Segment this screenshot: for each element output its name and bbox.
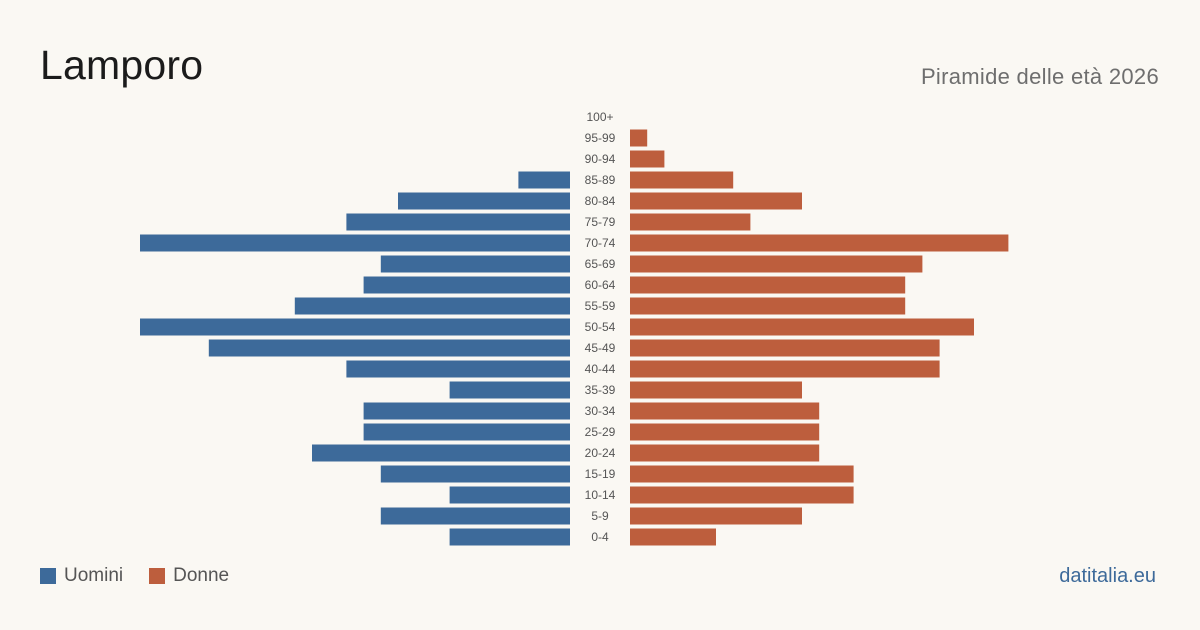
bar-female-25-29 — [630, 423, 820, 441]
age-label-100plus: 100+ — [586, 110, 613, 124]
bar-male-25-29 — [363, 423, 570, 441]
age-label-10-14: 10-14 — [585, 488, 616, 502]
bar-male-0-4 — [449, 528, 570, 546]
bar-female-0-4 — [630, 528, 716, 546]
bar-male-60-64 — [363, 276, 570, 294]
age-label-25-29: 25-29 — [585, 425, 616, 439]
age-label-85-89: 85-89 — [585, 173, 616, 187]
bar-female-85-89 — [630, 171, 734, 189]
bar-female-20-24 — [630, 444, 820, 462]
bar-female-10-14 — [630, 486, 854, 504]
legend-swatch-male — [40, 568, 56, 584]
bar-male-85-89 — [518, 171, 570, 189]
age-label-35-39: 35-39 — [585, 383, 616, 397]
bar-male-65-69 — [380, 255, 570, 273]
bar-male-55-59 — [294, 297, 570, 315]
age-label-15-19: 15-19 — [585, 467, 616, 481]
age-label-65-69: 65-69 — [585, 257, 616, 271]
legend-label-female: Donne — [173, 565, 230, 586]
bar-male-5-9 — [380, 507, 570, 525]
bar-male-70-74 — [140, 234, 570, 252]
age-label-75-79: 75-79 — [585, 215, 616, 229]
bar-male-15-19 — [380, 465, 570, 483]
age-label-20-24: 20-24 — [585, 446, 616, 460]
age-label-40-44: 40-44 — [585, 362, 616, 376]
bar-female-35-39 — [630, 381, 802, 399]
bar-female-90-94 — [630, 150, 665, 168]
age-label-45-49: 45-49 — [585, 341, 616, 355]
bar-male-30-34 — [363, 402, 570, 420]
bar-female-5-9 — [630, 507, 802, 525]
age-label-0-4: 0-4 — [591, 530, 609, 544]
bar-male-80-84 — [398, 192, 570, 210]
bar-female-60-64 — [630, 276, 906, 294]
legend-item-female: Donne — [149, 565, 229, 587]
bar-male-20-24 — [312, 444, 570, 462]
legend-label-male: Uomini — [64, 565, 124, 586]
bar-female-70-74 — [630, 234, 1009, 252]
bar-male-35-39 — [449, 381, 570, 399]
bar-female-45-49 — [630, 339, 940, 357]
chart-title: Lamporo — [40, 42, 204, 88]
bar-female-15-19 — [630, 465, 854, 483]
bar-female-30-34 — [630, 402, 820, 420]
bar-female-55-59 — [630, 297, 906, 315]
age-label-70-74: 70-74 — [585, 236, 616, 250]
bar-male-50-54 — [140, 318, 570, 336]
age-label-95-99: 95-99 — [585, 131, 616, 145]
age-label-55-59: 55-59 — [585, 299, 616, 313]
bar-female-95-99 — [630, 129, 648, 147]
bar-female-75-79 — [630, 213, 751, 231]
legend: Uomini Donne — [40, 565, 255, 587]
bar-female-40-44 — [630, 360, 940, 378]
age-label-80-84: 80-84 — [585, 194, 616, 208]
bar-female-65-69 — [630, 255, 923, 273]
age-label-60-64: 60-64 — [585, 278, 616, 292]
bar-male-40-44 — [346, 360, 570, 378]
bar-male-45-49 — [208, 339, 571, 357]
chart-subtitle: Piramide delle età 2026 — [920, 64, 1159, 89]
legend-item-male: Uomini — [40, 565, 123, 587]
bar-male-10-14 — [449, 486, 570, 504]
age-label-30-34: 30-34 — [585, 404, 616, 418]
age-label-5-9: 5-9 — [591, 509, 609, 523]
bar-female-80-84 — [630, 192, 802, 210]
age-label-50-54: 50-54 — [585, 320, 616, 334]
age-label-90-94: 90-94 — [585, 152, 616, 166]
legend-swatch-female — [149, 568, 166, 584]
brand-link[interactable]: datitalia.eu — [1059, 565, 1156, 587]
bar-male-75-79 — [346, 213, 570, 231]
bar-female-50-54 — [630, 318, 974, 336]
